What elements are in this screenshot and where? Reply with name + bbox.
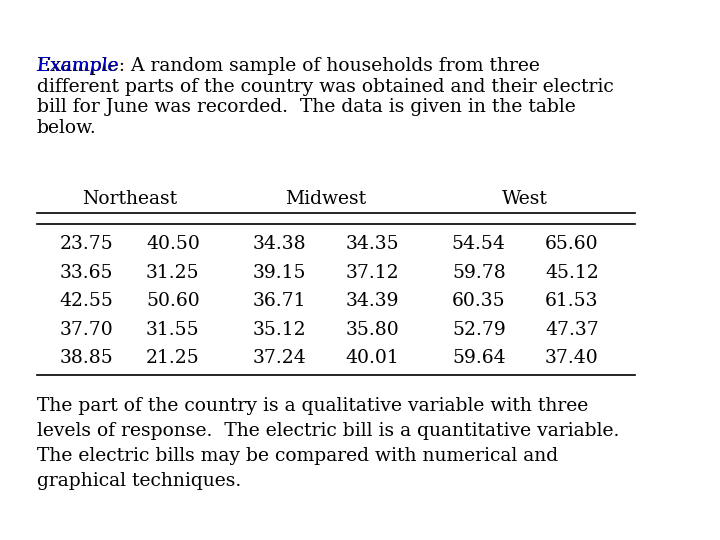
Text: 23.75: 23.75 (60, 235, 113, 253)
Text: 31.55: 31.55 (146, 321, 199, 339)
Text: 47.37: 47.37 (545, 321, 599, 339)
Text: 34.35: 34.35 (346, 235, 399, 253)
Text: 65.60: 65.60 (545, 235, 598, 253)
Text: 42.55: 42.55 (60, 292, 113, 310)
Text: 37.70: 37.70 (60, 321, 113, 339)
Text: Northeast: Northeast (82, 190, 177, 208)
Text: 34.39: 34.39 (346, 292, 399, 310)
Text: 33.65: 33.65 (60, 264, 113, 281)
Text: The part of the country is a qualitative variable with three
levels of response.: The part of the country is a qualitative… (37, 397, 619, 490)
Text: Example: A random sample of households from three
different parts of the country: Example: A random sample of households f… (37, 57, 613, 137)
Text: 39.15: 39.15 (253, 264, 306, 281)
Text: 38.85: 38.85 (60, 349, 113, 367)
Text: 40.01: 40.01 (346, 349, 399, 367)
Text: 60.35: 60.35 (452, 292, 505, 310)
Text: 40.50: 40.50 (146, 235, 200, 253)
Text: 37.24: 37.24 (253, 349, 306, 367)
Text: 52.79: 52.79 (452, 321, 505, 339)
Text: 45.12: 45.12 (545, 264, 599, 281)
Text: 21.25: 21.25 (146, 349, 199, 367)
Text: 59.78: 59.78 (452, 264, 505, 281)
Text: 37.40: 37.40 (545, 349, 599, 367)
Text: 35.80: 35.80 (346, 321, 399, 339)
Text: 34.38: 34.38 (253, 235, 306, 253)
Text: 36.71: 36.71 (253, 292, 306, 310)
Text: 35.12: 35.12 (253, 321, 306, 339)
Text: Example: Example (37, 57, 119, 75)
Text: 59.64: 59.64 (452, 349, 505, 367)
Text: 37.12: 37.12 (346, 264, 399, 281)
Text: 50.60: 50.60 (146, 292, 199, 310)
Text: 31.25: 31.25 (146, 264, 199, 281)
Text: Midwest: Midwest (285, 190, 366, 208)
Text: West: West (503, 190, 548, 208)
Text: 54.54: 54.54 (452, 235, 505, 253)
Text: 61.53: 61.53 (545, 292, 598, 310)
